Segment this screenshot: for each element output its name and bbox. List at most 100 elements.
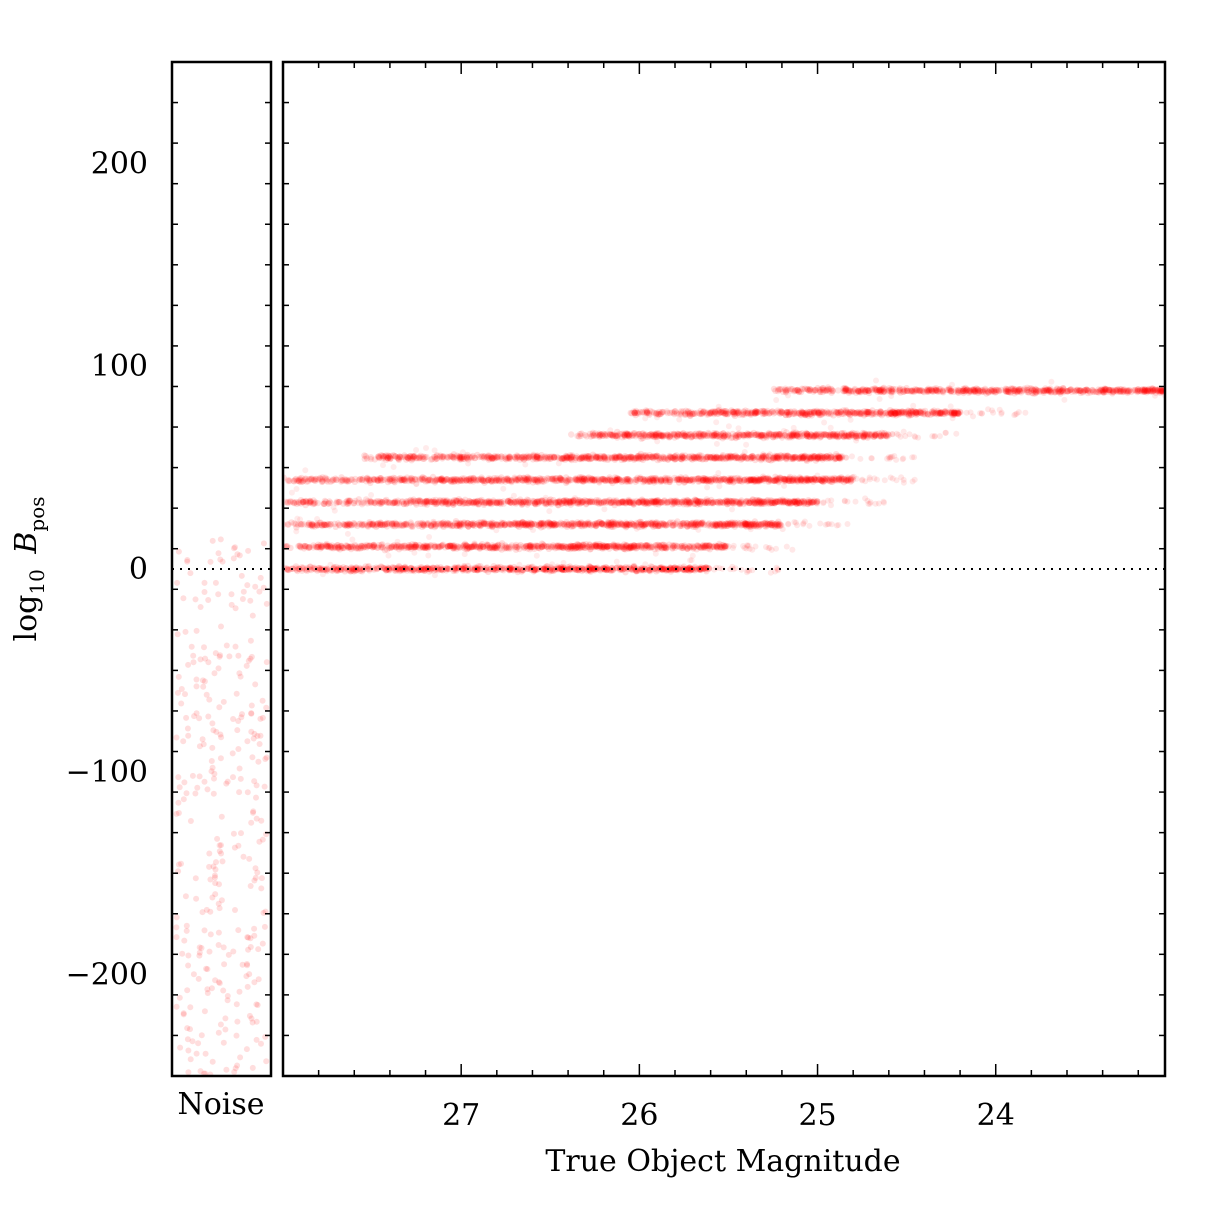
band-outlier-point [828,521,835,528]
noise-point [189,1038,196,1045]
band-point [531,565,539,573]
noise-point [173,734,180,741]
band-point [344,544,352,551]
band-point [311,565,318,572]
noise-point [230,948,237,955]
band-point [524,565,531,573]
band-point [380,565,387,572]
band-point [559,565,566,573]
band-point [548,566,556,574]
band-point [315,566,323,573]
band-point [379,564,387,572]
band-point [287,565,294,573]
band-point [385,544,392,551]
noise-point [236,988,243,995]
band-point [564,565,571,573]
band-point [667,566,675,573]
band-outlier-point [881,477,888,484]
noise-point [224,997,231,1004]
noise-point [205,597,212,603]
band-point [789,476,797,483]
noise-point [180,595,187,602]
band-point [283,565,291,572]
band-point [349,567,356,574]
band-point [421,567,429,574]
band-point [662,476,670,484]
band-point [427,567,434,574]
band-point [842,476,849,484]
band-point [426,497,433,504]
band-outlier-point [828,502,834,509]
noise-point [180,796,187,803]
band-point [478,476,485,483]
band-outlier-point [767,569,774,576]
band-point [543,565,550,572]
band-outlier-point [820,500,827,507]
band-point [389,564,396,572]
band-point [619,499,626,506]
band-point [292,565,299,572]
band-point [402,565,409,572]
noise-point [208,758,215,764]
band-outlier-point [874,476,880,483]
band-point [674,565,682,573]
band-point [699,475,707,482]
band-point [572,544,580,551]
noise-point [250,809,256,816]
noise-point [263,659,270,666]
noise-point [175,548,182,555]
noise-point [236,670,243,677]
noise-point [234,727,241,734]
noise-point [183,790,190,797]
band-point [548,565,555,572]
band-point [585,565,593,573]
noise-point [217,652,224,659]
noise-point [218,897,225,904]
band-point [395,566,402,573]
band-outlier-point [652,550,659,557]
noise-point [218,813,225,820]
noise-point [175,673,182,680]
band-point [444,565,451,573]
band-point [710,499,717,506]
band-point [407,499,414,507]
band-point [774,475,782,482]
band-point [676,564,683,571]
band-point [588,565,596,572]
noise-point [206,863,213,870]
band-point [493,564,500,572]
noise-point [187,570,194,577]
band-outlier-point [791,519,798,525]
band-point [478,498,486,505]
band-point [580,566,587,573]
band-point [684,566,691,574]
band-point [525,565,533,572]
noise-point [244,934,251,941]
band-point [504,476,511,484]
noise-point [193,710,200,717]
noise-point [235,718,242,724]
band-point [450,565,458,572]
band-point [477,565,484,572]
noise-point [180,1011,187,1018]
noise-point [220,1039,227,1046]
band-outlier-point [806,522,813,529]
noise-point [259,714,266,721]
noise-point [249,1019,256,1026]
band-point [687,565,694,572]
band-point [681,498,688,506]
band-point [386,499,393,506]
band-point [497,563,504,571]
band-outlier-point [533,552,540,559]
noise-point [208,768,215,775]
noise-point [209,537,216,544]
noise-point [216,704,223,711]
noise-point [175,810,182,816]
band-outlier-point [601,506,608,513]
noise-point [231,844,238,851]
band-outlier-point [500,485,507,492]
band-point [575,566,583,573]
noise-point [247,655,254,662]
noise-point [201,1070,207,1076]
band-point [490,563,497,570]
